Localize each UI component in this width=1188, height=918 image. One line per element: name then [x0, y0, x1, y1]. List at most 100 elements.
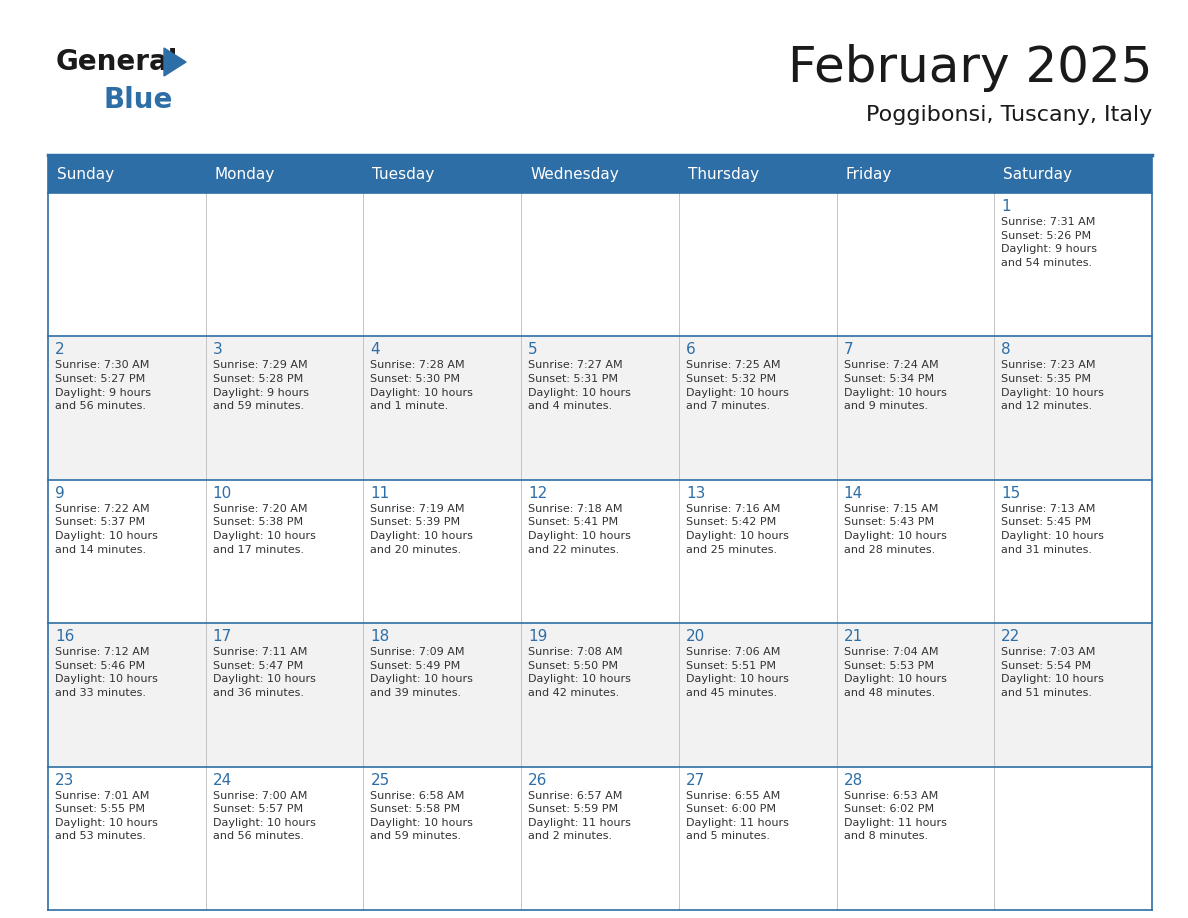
- Text: Sunrise: 7:31 AM
Sunset: 5:26 PM
Daylight: 9 hours
and 54 minutes.: Sunrise: 7:31 AM Sunset: 5:26 PM Dayligh…: [1001, 217, 1098, 268]
- Text: Wednesday: Wednesday: [530, 166, 619, 182]
- Text: Sunrise: 7:15 AM
Sunset: 5:43 PM
Daylight: 10 hours
and 28 minutes.: Sunrise: 7:15 AM Sunset: 5:43 PM Dayligh…: [843, 504, 947, 554]
- Bar: [836, 193, 994, 336]
- Text: Sunrise: 7:01 AM
Sunset: 5:55 PM
Daylight: 10 hours
and 53 minutes.: Sunrise: 7:01 AM Sunset: 5:55 PM Dayligh…: [55, 790, 158, 842]
- Text: Sunrise: 7:04 AM
Sunset: 5:53 PM
Daylight: 10 hours
and 48 minutes.: Sunrise: 7:04 AM Sunset: 5:53 PM Dayligh…: [843, 647, 947, 698]
- Text: Friday: Friday: [846, 166, 892, 182]
- Text: Sunrise: 6:53 AM
Sunset: 6:02 PM
Daylight: 11 hours
and 8 minutes.: Sunrise: 6:53 AM Sunset: 6:02 PM Dayligh…: [843, 790, 947, 842]
- Bar: [836, 336, 994, 480]
- Bar: [522, 767, 678, 910]
- Text: 10: 10: [213, 486, 232, 501]
- Bar: [836, 480, 994, 623]
- Text: 26: 26: [529, 773, 548, 788]
- Bar: [364, 767, 522, 910]
- Text: Sunrise: 7:00 AM
Sunset: 5:57 PM
Daylight: 10 hours
and 56 minutes.: Sunrise: 7:00 AM Sunset: 5:57 PM Dayligh…: [213, 790, 316, 842]
- Text: Saturday: Saturday: [1004, 166, 1073, 182]
- Bar: [206, 193, 364, 336]
- Bar: [364, 193, 522, 336]
- Text: 24: 24: [213, 773, 232, 788]
- Text: 19: 19: [529, 629, 548, 644]
- Bar: [364, 480, 522, 623]
- Bar: [48, 336, 206, 480]
- Text: Sunrise: 7:27 AM
Sunset: 5:31 PM
Daylight: 10 hours
and 4 minutes.: Sunrise: 7:27 AM Sunset: 5:31 PM Dayligh…: [529, 361, 631, 411]
- Bar: [206, 336, 364, 480]
- Text: Sunrise: 7:12 AM
Sunset: 5:46 PM
Daylight: 10 hours
and 33 minutes.: Sunrise: 7:12 AM Sunset: 5:46 PM Dayligh…: [55, 647, 158, 698]
- Bar: [836, 767, 994, 910]
- Text: 18: 18: [371, 629, 390, 644]
- Text: Sunrise: 7:20 AM
Sunset: 5:38 PM
Daylight: 10 hours
and 17 minutes.: Sunrise: 7:20 AM Sunset: 5:38 PM Dayligh…: [213, 504, 316, 554]
- Text: 14: 14: [843, 486, 862, 501]
- Text: 22: 22: [1001, 629, 1020, 644]
- Text: Sunrise: 7:18 AM
Sunset: 5:41 PM
Daylight: 10 hours
and 22 minutes.: Sunrise: 7:18 AM Sunset: 5:41 PM Dayligh…: [529, 504, 631, 554]
- Text: 12: 12: [529, 486, 548, 501]
- Text: 1: 1: [1001, 199, 1011, 214]
- Text: 21: 21: [843, 629, 862, 644]
- Text: 27: 27: [685, 773, 706, 788]
- Text: Monday: Monday: [215, 166, 274, 182]
- Text: Blue: Blue: [105, 86, 173, 114]
- Bar: [48, 193, 206, 336]
- Bar: [994, 767, 1152, 910]
- Bar: [678, 193, 836, 336]
- Text: 17: 17: [213, 629, 232, 644]
- Bar: [48, 155, 1152, 193]
- Text: 6: 6: [685, 342, 696, 357]
- Text: 25: 25: [371, 773, 390, 788]
- Polygon shape: [164, 48, 187, 76]
- Bar: [836, 623, 994, 767]
- Text: Sunrise: 7:09 AM
Sunset: 5:49 PM
Daylight: 10 hours
and 39 minutes.: Sunrise: 7:09 AM Sunset: 5:49 PM Dayligh…: [371, 647, 473, 698]
- Bar: [678, 336, 836, 480]
- Text: Thursday: Thursday: [688, 166, 759, 182]
- Text: Sunrise: 7:19 AM
Sunset: 5:39 PM
Daylight: 10 hours
and 20 minutes.: Sunrise: 7:19 AM Sunset: 5:39 PM Dayligh…: [371, 504, 473, 554]
- Text: Sunrise: 7:06 AM
Sunset: 5:51 PM
Daylight: 10 hours
and 45 minutes.: Sunrise: 7:06 AM Sunset: 5:51 PM Dayligh…: [685, 647, 789, 698]
- Text: Sunrise: 7:29 AM
Sunset: 5:28 PM
Daylight: 9 hours
and 59 minutes.: Sunrise: 7:29 AM Sunset: 5:28 PM Dayligh…: [213, 361, 309, 411]
- Text: Sunrise: 7:03 AM
Sunset: 5:54 PM
Daylight: 10 hours
and 51 minutes.: Sunrise: 7:03 AM Sunset: 5:54 PM Dayligh…: [1001, 647, 1104, 698]
- Text: Sunrise: 7:22 AM
Sunset: 5:37 PM
Daylight: 10 hours
and 14 minutes.: Sunrise: 7:22 AM Sunset: 5:37 PM Dayligh…: [55, 504, 158, 554]
- Text: Sunrise: 7:25 AM
Sunset: 5:32 PM
Daylight: 10 hours
and 7 minutes.: Sunrise: 7:25 AM Sunset: 5:32 PM Dayligh…: [685, 361, 789, 411]
- Bar: [48, 767, 206, 910]
- Text: 20: 20: [685, 629, 706, 644]
- Text: 28: 28: [843, 773, 862, 788]
- Bar: [678, 480, 836, 623]
- Text: Sunrise: 7:13 AM
Sunset: 5:45 PM
Daylight: 10 hours
and 31 minutes.: Sunrise: 7:13 AM Sunset: 5:45 PM Dayligh…: [1001, 504, 1104, 554]
- Text: 3: 3: [213, 342, 222, 357]
- Bar: [364, 623, 522, 767]
- Bar: [678, 623, 836, 767]
- Bar: [364, 336, 522, 480]
- Text: 13: 13: [685, 486, 706, 501]
- Text: 23: 23: [55, 773, 75, 788]
- Text: Sunrise: 7:30 AM
Sunset: 5:27 PM
Daylight: 9 hours
and 56 minutes.: Sunrise: 7:30 AM Sunset: 5:27 PM Dayligh…: [55, 361, 151, 411]
- Text: 5: 5: [529, 342, 538, 357]
- Text: Sunrise: 7:23 AM
Sunset: 5:35 PM
Daylight: 10 hours
and 12 minutes.: Sunrise: 7:23 AM Sunset: 5:35 PM Dayligh…: [1001, 361, 1104, 411]
- Bar: [206, 480, 364, 623]
- Text: Sunrise: 7:11 AM
Sunset: 5:47 PM
Daylight: 10 hours
and 36 minutes.: Sunrise: 7:11 AM Sunset: 5:47 PM Dayligh…: [213, 647, 316, 698]
- Bar: [206, 623, 364, 767]
- Text: 16: 16: [55, 629, 75, 644]
- Text: Sunday: Sunday: [57, 166, 114, 182]
- Text: Sunrise: 7:24 AM
Sunset: 5:34 PM
Daylight: 10 hours
and 9 minutes.: Sunrise: 7:24 AM Sunset: 5:34 PM Dayligh…: [843, 361, 947, 411]
- Bar: [994, 193, 1152, 336]
- Bar: [994, 336, 1152, 480]
- Bar: [48, 623, 206, 767]
- Bar: [994, 480, 1152, 623]
- Text: 9: 9: [55, 486, 65, 501]
- Text: Sunrise: 7:28 AM
Sunset: 5:30 PM
Daylight: 10 hours
and 1 minute.: Sunrise: 7:28 AM Sunset: 5:30 PM Dayligh…: [371, 361, 473, 411]
- Bar: [522, 480, 678, 623]
- Bar: [994, 623, 1152, 767]
- Bar: [678, 767, 836, 910]
- Text: 8: 8: [1001, 342, 1011, 357]
- Bar: [48, 480, 206, 623]
- Text: General: General: [56, 48, 178, 76]
- Text: Sunrise: 7:08 AM
Sunset: 5:50 PM
Daylight: 10 hours
and 42 minutes.: Sunrise: 7:08 AM Sunset: 5:50 PM Dayligh…: [529, 647, 631, 698]
- Text: 15: 15: [1001, 486, 1020, 501]
- Bar: [522, 193, 678, 336]
- Text: Sunrise: 6:58 AM
Sunset: 5:58 PM
Daylight: 10 hours
and 59 minutes.: Sunrise: 6:58 AM Sunset: 5:58 PM Dayligh…: [371, 790, 473, 842]
- Text: Sunrise: 6:57 AM
Sunset: 5:59 PM
Daylight: 11 hours
and 2 minutes.: Sunrise: 6:57 AM Sunset: 5:59 PM Dayligh…: [529, 790, 631, 842]
- Text: Poggibonsi, Tuscany, Italy: Poggibonsi, Tuscany, Italy: [866, 105, 1152, 125]
- Text: 4: 4: [371, 342, 380, 357]
- Bar: [522, 623, 678, 767]
- Text: 11: 11: [371, 486, 390, 501]
- Text: Tuesday: Tuesday: [372, 166, 435, 182]
- Text: Sunrise: 6:55 AM
Sunset: 6:00 PM
Daylight: 11 hours
and 5 minutes.: Sunrise: 6:55 AM Sunset: 6:00 PM Dayligh…: [685, 790, 789, 842]
- Text: 7: 7: [843, 342, 853, 357]
- Text: February 2025: February 2025: [788, 44, 1152, 92]
